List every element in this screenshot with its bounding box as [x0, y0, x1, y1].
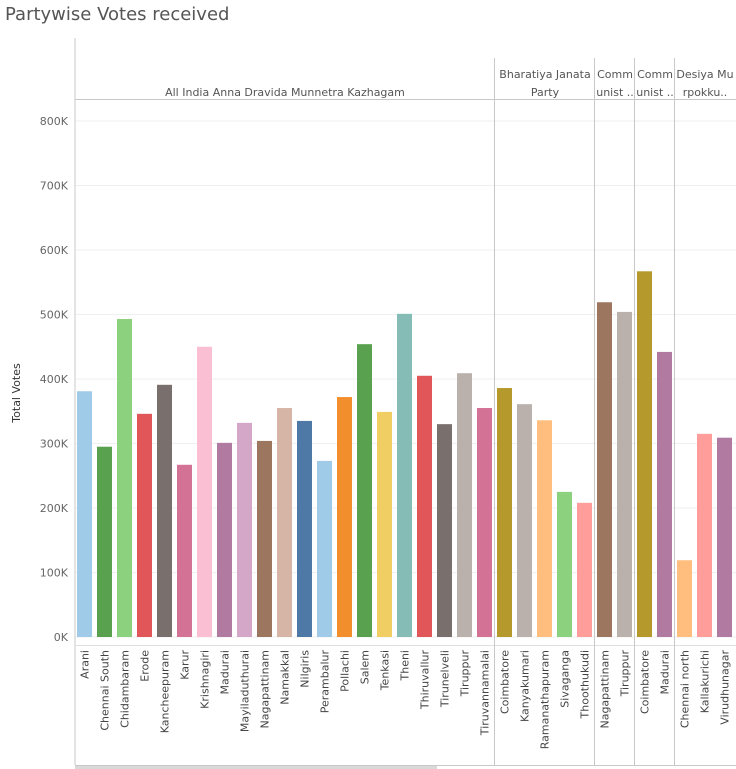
x-tick-label: Coimbatore — [499, 650, 512, 714]
bar[interactable] — [557, 491, 572, 637]
bar[interactable] — [317, 460, 332, 637]
bar[interactable] — [157, 384, 172, 637]
x-tick-label: Perambalur — [319, 650, 332, 714]
x-tick-label: Arani — [79, 650, 92, 679]
x-tick-label: Tiruvannamalai — [479, 650, 492, 736]
x-tick-label: Salem — [359, 650, 372, 684]
y-axis-title: Total Votes — [10, 363, 23, 424]
bar[interactable] — [437, 424, 452, 637]
bar[interactable] — [137, 413, 152, 637]
x-tick-label: Kanyakumari — [519, 650, 532, 722]
x-tick-label: Chennai South — [99, 650, 112, 731]
bar[interactable] — [597, 302, 612, 637]
x-tick-label: Pollachi — [339, 650, 352, 692]
bar[interactable] — [257, 440, 272, 637]
chart-title: Partywise Votes received — [5, 4, 230, 25]
horizontal-scrollbar[interactable] — [75, 766, 437, 769]
bar[interactable] — [537, 420, 552, 637]
pane-header: unist .. — [596, 86, 634, 99]
x-tick-label: Thiruvallur — [419, 650, 432, 711]
pane-header: Bharatiya Janata — [499, 68, 590, 81]
x-tick-label: Nagapattinam — [599, 650, 612, 729]
x-tick-label: Chidambaram — [119, 650, 132, 728]
y-tick-label: 400K — [40, 373, 69, 386]
x-tick-label: Erode — [139, 650, 152, 682]
pane-header: Comm — [637, 68, 673, 81]
x-tick-label: Nagapattinam — [259, 650, 272, 729]
bar[interactable] — [357, 344, 372, 637]
bar[interactable] — [277, 408, 292, 637]
x-tick-label: Sivaganga — [559, 650, 572, 708]
bar[interactable] — [657, 351, 672, 637]
y-tick-label: 200K — [40, 502, 69, 515]
bar[interactable] — [197, 346, 212, 637]
x-tick-label: Namakkal — [279, 650, 292, 705]
x-tick-label: Madurai — [659, 650, 672, 695]
x-tick-label: Karur — [179, 650, 192, 680]
x-tick-label: Nilgiris — [299, 650, 312, 688]
x-tick-label: Kancheepuram — [159, 650, 172, 733]
x-tick-label: Tiruppur — [619, 650, 632, 698]
y-tick-label: 0K — [54, 631, 69, 644]
bar[interactable] — [717, 437, 732, 637]
bar[interactable] — [577, 502, 592, 637]
bar[interactable] — [697, 433, 712, 637]
bar[interactable] — [497, 388, 512, 637]
bar[interactable] — [517, 404, 532, 637]
bar[interactable] — [417, 375, 432, 637]
bar[interactable] — [637, 271, 652, 637]
x-tick-label: Madurai — [219, 650, 232, 695]
x-tick-label: Theni — [399, 650, 412, 682]
bar[interactable] — [397, 313, 412, 637]
y-tick-label: 800K — [40, 115, 69, 128]
y-tick-label: 700K — [40, 180, 69, 193]
bar[interactable] — [77, 391, 92, 637]
x-tick-label: Thoothukudi — [579, 650, 592, 719]
y-tick-label: 300K — [40, 438, 69, 451]
bar[interactable] — [477, 408, 492, 637]
pane-header: Party — [531, 86, 560, 99]
x-tick-label: Tirunelveli — [439, 650, 452, 708]
bar[interactable] — [97, 446, 112, 637]
pane-header: Comm — [597, 68, 633, 81]
bar[interactable] — [617, 311, 632, 637]
bar[interactable] — [297, 420, 312, 637]
x-tick-label: Krishnagiri — [199, 650, 212, 709]
x-tick-label: Mayiladuthurai — [239, 650, 252, 732]
y-tick-label: 100K — [40, 567, 69, 580]
pane-header: unist .. — [636, 86, 674, 99]
x-tick-label: Chennai north — [679, 650, 692, 728]
x-tick-label: Ramanathapuram — [539, 650, 552, 749]
pane-header: rpokku.. — [683, 86, 728, 99]
bar[interactable] — [377, 411, 392, 637]
x-tick-label: Tiruppur — [459, 650, 472, 698]
bar[interactable] — [337, 397, 352, 637]
y-tick-label: 500K — [40, 309, 69, 322]
pane-header: Desiya Mu — [676, 68, 733, 81]
y-tick-label: 600K — [40, 244, 69, 257]
bar[interactable] — [217, 442, 232, 637]
bar[interactable] — [117, 319, 132, 637]
bar[interactable] — [177, 464, 192, 637]
bar[interactable] — [677, 560, 692, 637]
pane-header: All India Anna Dravida Munnetra Kazhagam — [165, 86, 405, 99]
bar[interactable] — [237, 422, 252, 637]
x-tick-label: Virudhunagar — [719, 650, 732, 725]
x-tick-label: Kallakurichi — [699, 650, 712, 713]
x-tick-label: Coimbatore — [639, 650, 652, 714]
bar[interactable] — [457, 373, 472, 637]
x-tick-label: Tenkasi — [379, 650, 392, 691]
